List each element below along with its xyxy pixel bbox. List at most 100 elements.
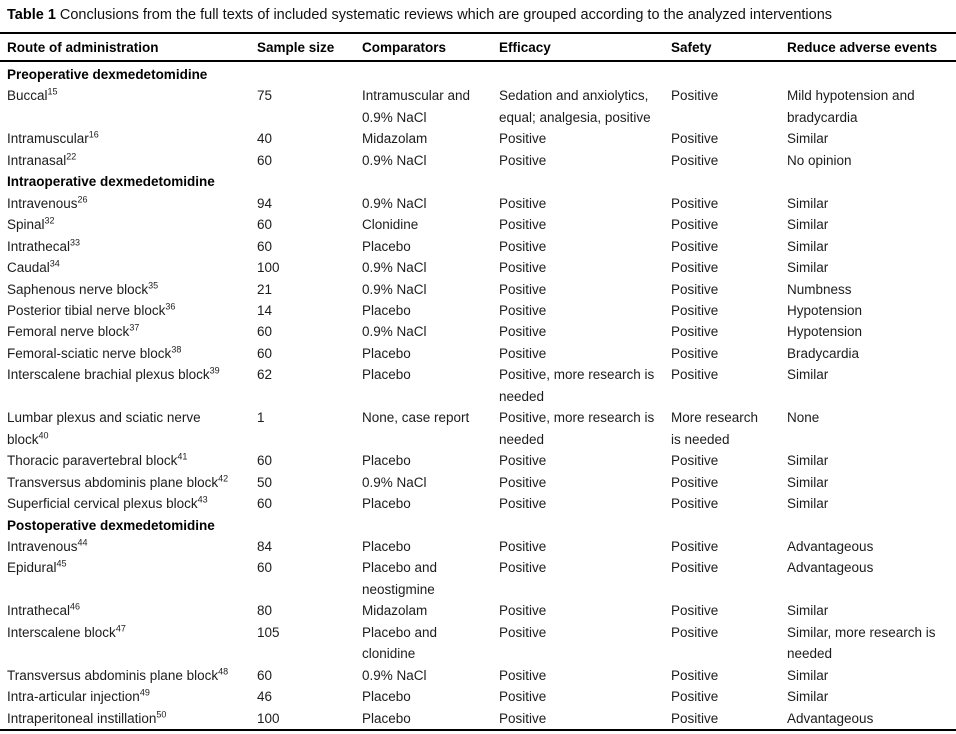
safety-cell: Positive bbox=[671, 689, 719, 705]
table-row: Intrathecal33 60 Placebo Positive Positi… bbox=[0, 236, 956, 257]
safety-cell: Positive bbox=[671, 496, 719, 512]
route-cell: Lumbar plexus and sciatic nerve block40 bbox=[0, 407, 257, 450]
route-name: Epidural bbox=[7, 560, 57, 576]
citation-ref: 38 bbox=[171, 344, 182, 355]
safety-cell: Positive bbox=[671, 324, 719, 340]
route-name: Saphenous nerve block bbox=[7, 281, 149, 297]
comparators-cell: Placebo bbox=[362, 538, 411, 554]
efficacy-cell: Positive bbox=[499, 324, 547, 340]
reduce-adverse-events-cell: Similar bbox=[787, 195, 829, 211]
sample-size-cell: 21 bbox=[257, 281, 273, 297]
citation-ref: 42 bbox=[218, 473, 229, 484]
safety-cell: Positive bbox=[671, 88, 719, 104]
reduce-adverse-events-cell: Hypotension bbox=[787, 302, 863, 318]
route-name: Caudal bbox=[7, 260, 50, 276]
comparators-cell: Midazolam bbox=[362, 603, 428, 619]
route-name: Interscalene brachial plexus block bbox=[7, 367, 210, 383]
table-row: Intravenous44 84 Placebo Positive Positi… bbox=[0, 536, 956, 557]
sample-size-cell: 60 bbox=[257, 217, 273, 233]
reduce-adverse-events-cell: Similar bbox=[787, 496, 829, 512]
route-name: Intranasal bbox=[7, 152, 67, 168]
efficacy-cell: Positive bbox=[499, 453, 547, 469]
safety-cell: Positive bbox=[671, 302, 719, 318]
efficacy-cell: Positive bbox=[499, 152, 547, 168]
citation-ref: 46 bbox=[70, 601, 81, 612]
safety-cell: Positive bbox=[671, 603, 719, 619]
sample-size-cell: 80 bbox=[257, 603, 273, 619]
efficacy-cell: Positive bbox=[499, 474, 547, 490]
route-cell: Intra-articular injection49 bbox=[0, 686, 257, 707]
reduce-adverse-events-cell: Similar bbox=[787, 667, 829, 683]
citation-ref: 41 bbox=[177, 451, 188, 462]
sample-size-cell: 60 bbox=[257, 238, 273, 254]
citation-ref: 34 bbox=[49, 258, 60, 269]
comparators-cell: Placebo bbox=[362, 453, 411, 469]
safety-cell: Positive bbox=[671, 238, 719, 254]
reduce-adverse-events-cell: Bradycardia bbox=[787, 345, 860, 361]
reduce-adverse-events-cell: Similar bbox=[787, 367, 829, 383]
table-row: Lumbar plexus and sciatic nerve block40 … bbox=[0, 407, 956, 450]
route-name: Intrathecal bbox=[7, 238, 71, 254]
comparators-cell: Placebo bbox=[362, 710, 411, 726]
route-cell: Intraperitoneal instillation50 bbox=[0, 708, 257, 730]
table-row: Femoral-sciatic nerve block38 60 Placebo… bbox=[0, 343, 956, 364]
route-name: Lumbar plexus and sciatic nerve block bbox=[7, 410, 201, 447]
section-row: Postoperative dexmedetomidine bbox=[0, 515, 956, 536]
table-row: Intravenous26 94 0.9% NaCl Positive Posi… bbox=[0, 193, 956, 214]
comparators-cell: Placebo bbox=[362, 345, 411, 361]
reduce-adverse-events-cell: Advantageous bbox=[787, 538, 874, 554]
efficacy-cell: Positive bbox=[499, 538, 547, 554]
route-name: Intravenous bbox=[7, 195, 78, 211]
col-header-route: Route of administration bbox=[0, 33, 257, 62]
sample-size-cell: 105 bbox=[257, 624, 280, 640]
reduce-adverse-events-cell: Similar bbox=[787, 131, 829, 147]
reduce-adverse-events-cell: Similar bbox=[787, 217, 829, 233]
paper-page: Table 1 Conclusions from the full texts o… bbox=[0, 6, 956, 734]
efficacy-cell: Positive bbox=[499, 496, 547, 512]
route-name: Intrathecal bbox=[7, 603, 71, 619]
reviews-table: Route of administration Sample size Comp… bbox=[0, 32, 956, 732]
comparators-cell: Placebo bbox=[362, 496, 411, 512]
citation-ref: 32 bbox=[44, 215, 55, 226]
route-cell: Femoral nerve block37 bbox=[0, 321, 257, 342]
route-name: Posterior tibial nerve block bbox=[7, 302, 166, 318]
route-cell: Superficial cervical plexus block43 bbox=[0, 493, 257, 514]
citation-ref: 47 bbox=[115, 623, 126, 634]
comparators-cell: Placebo bbox=[362, 238, 411, 254]
route-cell: Intranasal22 bbox=[0, 150, 257, 171]
reduce-adverse-events-cell: No opinion bbox=[787, 152, 852, 168]
citation-ref: 15 bbox=[47, 86, 58, 97]
sample-size-cell: 75 bbox=[257, 88, 273, 104]
comparators-cell: 0.9% NaCl bbox=[362, 324, 427, 340]
route-cell: Transversus abdominis plane block42 bbox=[0, 472, 257, 493]
safety-cell: Positive bbox=[671, 560, 719, 576]
sample-size-cell: 1 bbox=[257, 410, 265, 426]
table-row: Transversus abdominis plane block48 60 0… bbox=[0, 665, 956, 686]
route-name: Intravenous bbox=[7, 538, 78, 554]
sample-size-cell: 46 bbox=[257, 689, 273, 705]
table-row: Interscalene brachial plexus block39 62 … bbox=[0, 364, 956, 407]
route-name: Femoral nerve block bbox=[7, 324, 130, 340]
efficacy-cell: Positive bbox=[499, 603, 547, 619]
route-cell: Buccal15 bbox=[0, 85, 257, 128]
safety-cell: Positive bbox=[671, 345, 719, 361]
route-name: Superficial cervical plexus block bbox=[7, 496, 198, 512]
safety-cell: Positive bbox=[671, 453, 719, 469]
table-row: Epidural45 60 Placebo and neostigmine Po… bbox=[0, 557, 956, 600]
citation-ref: 16 bbox=[88, 129, 99, 140]
reduce-adverse-events-cell: Mild hypotension and bradycardia bbox=[787, 88, 915, 125]
citation-ref: 49 bbox=[139, 687, 150, 698]
sample-size-cell: 84 bbox=[257, 538, 273, 554]
citation-ref: 39 bbox=[209, 365, 220, 376]
route-cell: Epidural45 bbox=[0, 557, 257, 600]
table-row: Superficial cervical plexus block43 60 P… bbox=[0, 493, 956, 514]
reduce-adverse-events-cell: Similar bbox=[787, 689, 829, 705]
comparators-cell: Clonidine bbox=[362, 217, 419, 233]
route-name: Transversus abdominis plane block bbox=[7, 474, 219, 490]
efficacy-cell: Positive bbox=[499, 689, 547, 705]
table-row: Intrathecal46 80 Midazolam Positive Posi… bbox=[0, 600, 956, 621]
reduce-adverse-events-cell: Advantageous bbox=[787, 560, 874, 576]
reduce-adverse-events-cell: Similar bbox=[787, 453, 829, 469]
safety-cell: Positive bbox=[671, 538, 719, 554]
reduce-adverse-events-cell: Numbness bbox=[787, 281, 852, 297]
